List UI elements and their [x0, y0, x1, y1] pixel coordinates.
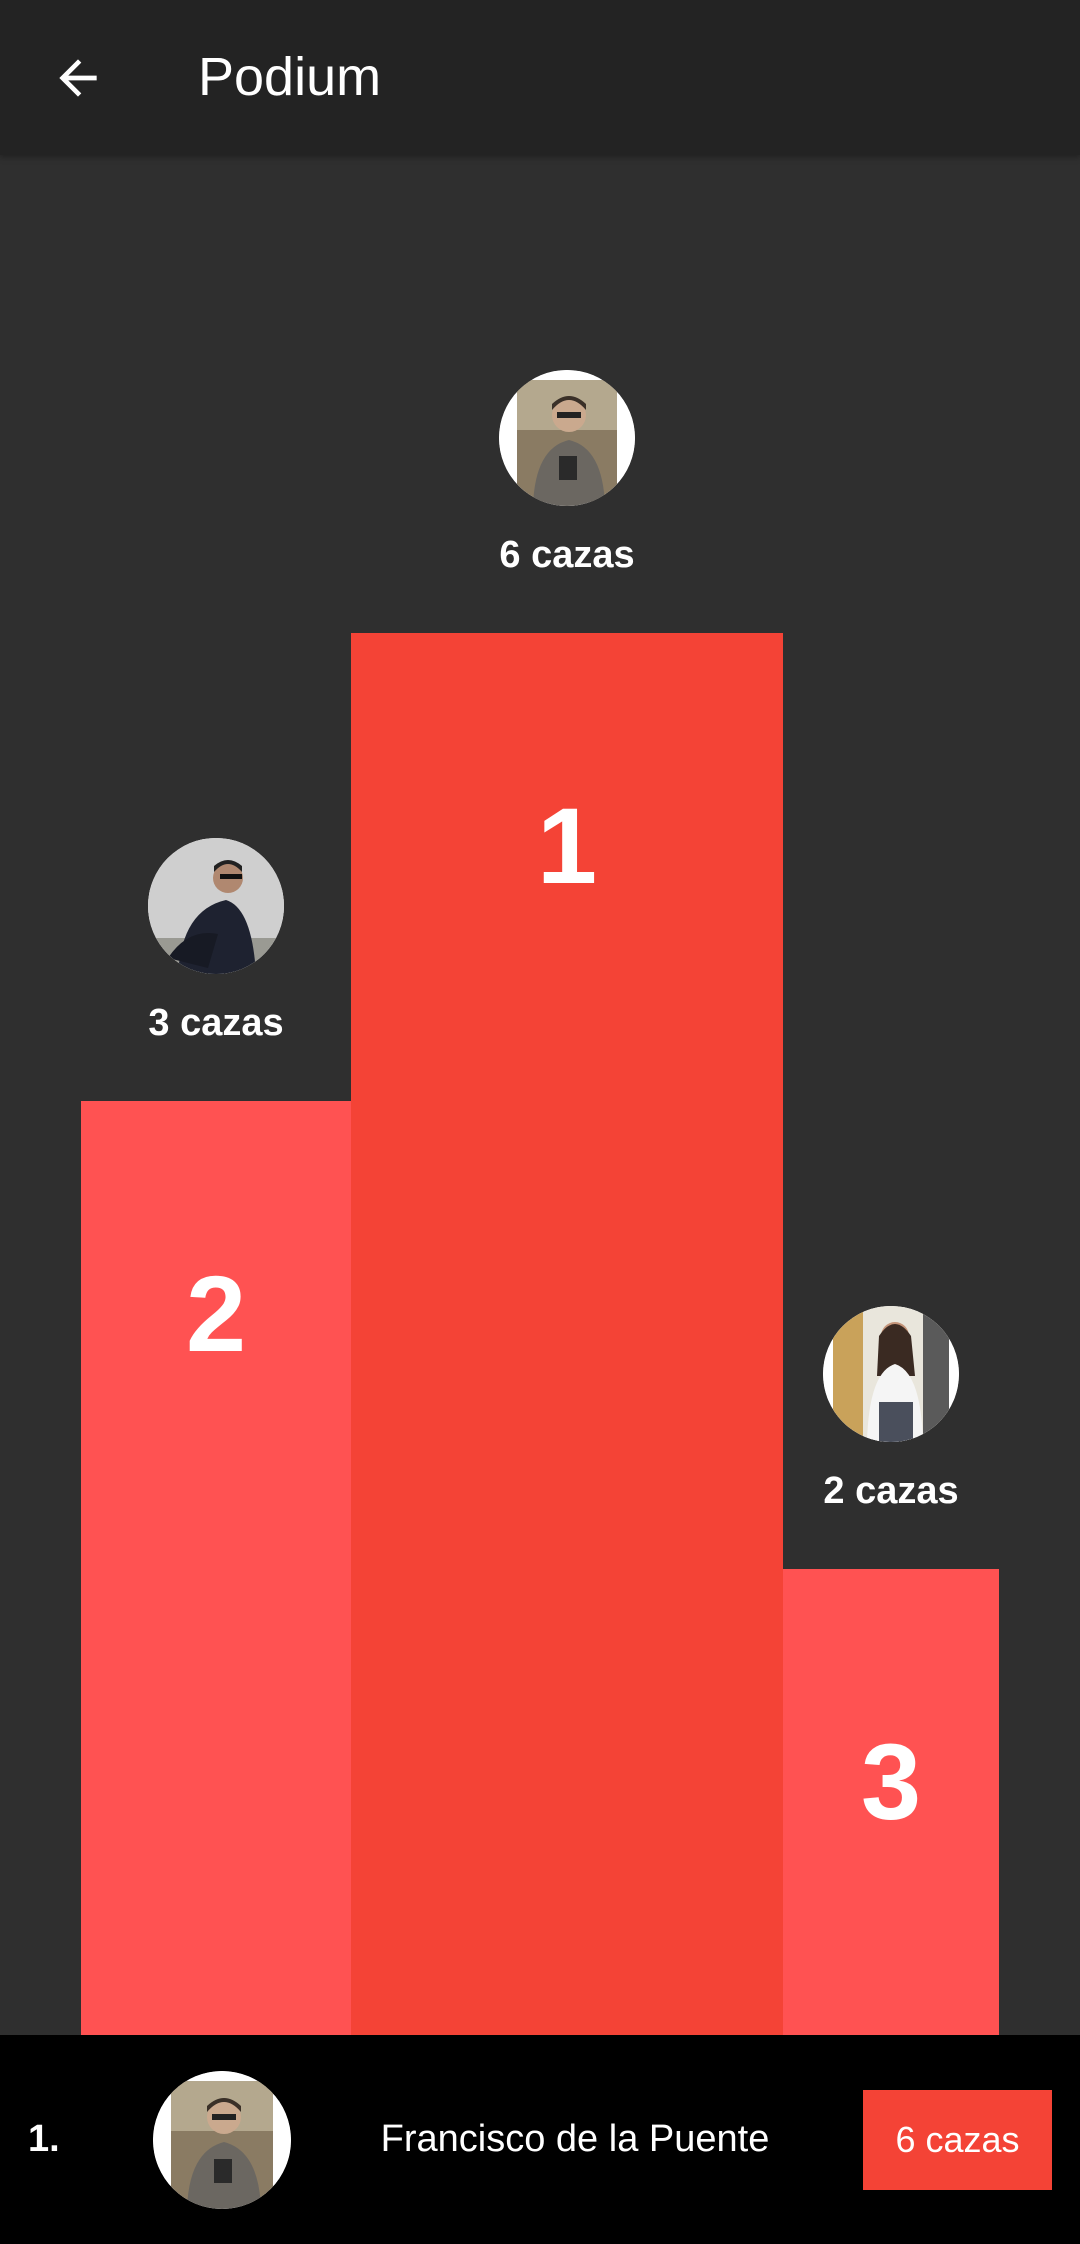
- leader-name: Francisco de la Puente: [300, 2035, 850, 2244]
- avatar[interactable]: [148, 838, 284, 974]
- rank-number: 3: [861, 1719, 921, 2035]
- leader-rank: 1.: [28, 2035, 60, 2244]
- podium-entry-first: 6 cazas: [467, 370, 667, 577]
- rank-number: 2: [186, 1251, 246, 2035]
- back-button[interactable]: [36, 36, 120, 120]
- podium-entry-second: 3 cazas: [116, 838, 316, 1045]
- avatar[interactable]: [823, 1306, 959, 1442]
- catch-count: 2 cazas: [823, 1470, 958, 1513]
- page-title: Podium: [198, 0, 381, 155]
- avatar[interactable]: [499, 370, 635, 506]
- catch-count: 3 cazas: [148, 1002, 283, 1045]
- podium-entry-third: 2 cazas: [791, 1306, 991, 1513]
- podium-bar-third: 3: [783, 1569, 999, 2035]
- leader-row[interactable]: 1. Francisco de la Puente 6 cazas: [0, 2035, 1080, 2244]
- catch-count: 6 cazas: [499, 534, 634, 577]
- podium-bar-first: 1: [351, 633, 783, 2035]
- podium-chart: 2 1 3 6 cazas: [0, 155, 1080, 2035]
- avatar[interactable]: [153, 2071, 291, 2209]
- rank-number: 1: [537, 783, 597, 2035]
- top-app-bar: Podium: [0, 0, 1080, 155]
- catch-count-badge[interactable]: 6 cazas: [863, 2090, 1052, 2190]
- arrow-left-icon: [50, 50, 106, 106]
- podium-bar-second: 2: [81, 1101, 351, 2035]
